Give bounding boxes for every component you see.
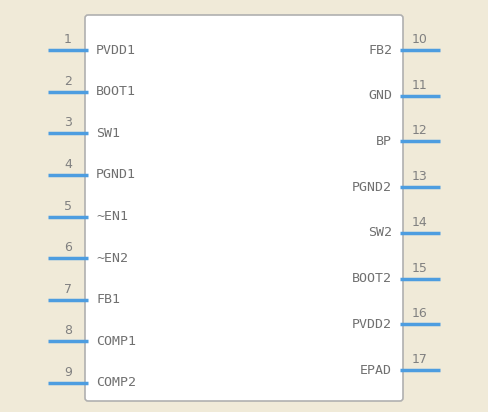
Text: 4: 4 [64,158,72,171]
Text: PGND2: PGND2 [352,180,392,194]
Text: BP: BP [376,135,392,148]
Text: 7: 7 [64,283,72,296]
Text: ~EN2: ~EN2 [96,252,128,265]
Text: COMP2: COMP2 [96,377,136,389]
Text: 6: 6 [64,241,72,254]
Text: BOOT2: BOOT2 [352,272,392,285]
Text: 16: 16 [412,307,428,320]
Text: 1: 1 [64,33,72,46]
Text: SW2: SW2 [368,226,392,239]
Text: COMP1: COMP1 [96,335,136,348]
Text: GND: GND [368,89,392,102]
Text: 3: 3 [64,116,72,129]
Text: BOOT1: BOOT1 [96,85,136,98]
Text: 8: 8 [64,324,72,337]
Text: 11: 11 [412,79,428,92]
Text: ~EN1: ~EN1 [96,210,128,223]
Text: 2: 2 [64,75,72,88]
Text: PVDD1: PVDD1 [96,44,136,56]
Text: FB1: FB1 [96,293,120,306]
Text: 12: 12 [412,124,428,138]
Text: 15: 15 [412,262,428,274]
Text: PGND1: PGND1 [96,169,136,181]
Text: PVDD2: PVDD2 [352,318,392,331]
Text: FB2: FB2 [368,44,392,56]
FancyBboxPatch shape [85,15,403,401]
Text: EPAD: EPAD [360,363,392,377]
Text: 9: 9 [64,366,72,379]
Text: 13: 13 [412,170,428,183]
Text: SW1: SW1 [96,127,120,140]
Text: 17: 17 [412,353,428,366]
Text: 14: 14 [412,216,428,229]
Text: 10: 10 [412,33,428,46]
Text: 5: 5 [64,199,72,213]
